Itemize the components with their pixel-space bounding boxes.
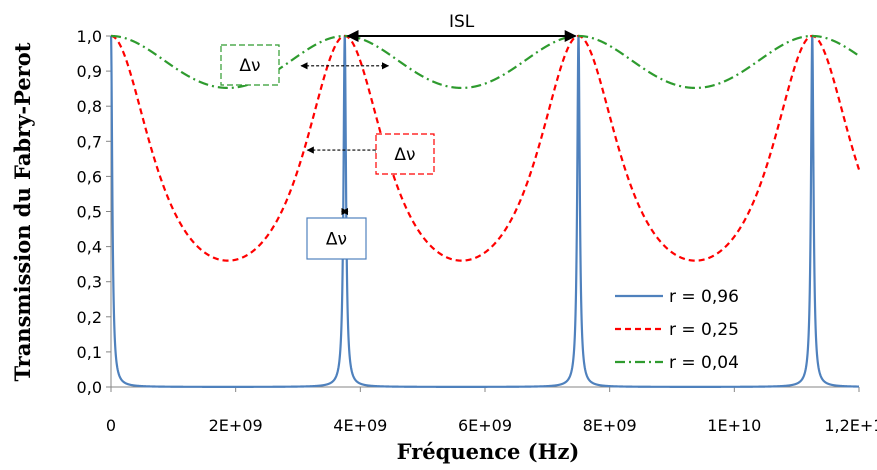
y-axis-title: Transmission du Fabry-Perot [10, 42, 35, 381]
series-layer [109, 34, 861, 388]
x-tick-label: 0 [106, 416, 116, 435]
y-tick-label: 0,9 [77, 62, 102, 81]
x-tick-label: 2E+09 [209, 416, 263, 435]
x-tick-label: 4E+09 [333, 416, 387, 435]
delta-nu-label: Δν [394, 145, 415, 165]
y-tick-label: 0,7 [77, 132, 102, 151]
y-tick-label: 0,2 [77, 308, 102, 327]
isl-label: ISL [449, 12, 475, 32]
legend: r = 0,96 r = 0,25 r = 0,04 [615, 287, 739, 373]
axes: 0,0 0,1 0,2 0,3 0,4 0,5 0,6 0,7 0,8 0,9 1,0 0 2E+09 4… [77, 27, 877, 435]
delta-nu-label: Δν [239, 56, 260, 76]
x-tick-label: 8E+09 [583, 416, 637, 435]
x-tick-label: 1,2E+10 [824, 416, 877, 435]
y-tick-label: 0,3 [77, 273, 102, 292]
y-tick-label: 0,5 [77, 203, 102, 222]
y-tick-label: 0,1 [77, 343, 102, 362]
series-line-2 [110, 34, 860, 90]
y-tick-label: 1,0 [77, 27, 102, 46]
delta-nu-box [220, 44, 280, 86]
x-axis-title: Fréquence (Hz) [397, 439, 580, 464]
series-line-0 [109, 34, 860, 388]
y-tick-label: 0,8 [77, 97, 102, 116]
delta-nu-label: Δν [326, 230, 347, 250]
y-tick-label: 0,4 [77, 238, 102, 257]
series-line-1 [110, 34, 861, 262]
y-tick-label: 0,0 [77, 378, 102, 397]
y-tick-label: 0,6 [77, 167, 102, 186]
x-tick-label: 6E+09 [458, 416, 512, 435]
delta-nu-box [375, 133, 435, 175]
legend-label-1: r = 0,25 [669, 320, 739, 340]
x-tick-label: 1E+10 [707, 416, 761, 435]
legend-label-2: r = 0,04 [669, 353, 739, 373]
annotations: ISL Δν Δν Δν [220, 12, 577, 260]
delta-nu-box [306, 217, 367, 260]
legend-label-0: r = 0,96 [669, 287, 739, 307]
